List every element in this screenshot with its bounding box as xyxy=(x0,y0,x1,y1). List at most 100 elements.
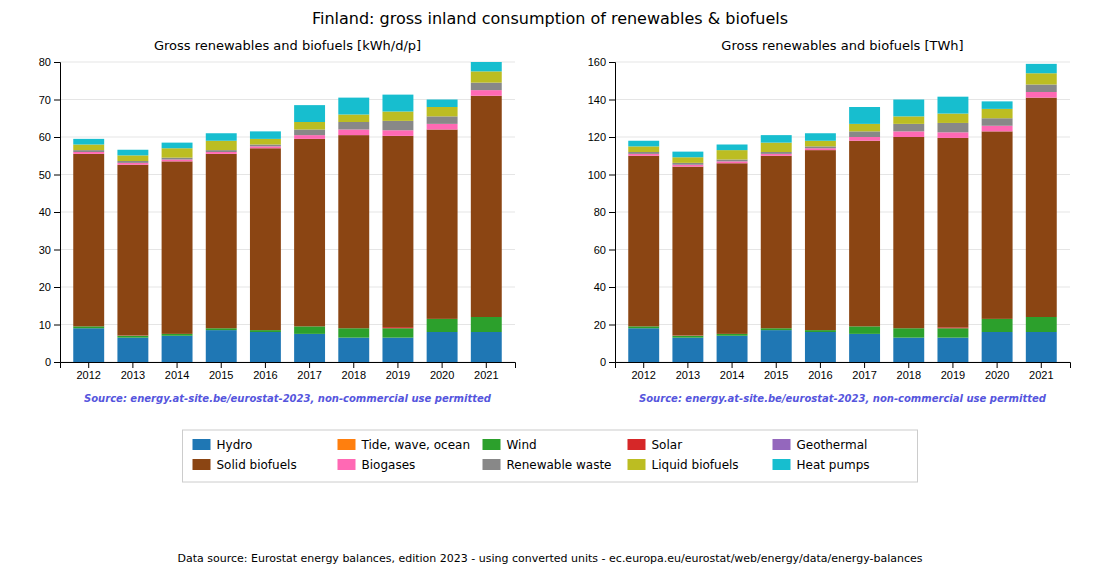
tick: 2017 xyxy=(297,362,321,381)
bar xyxy=(162,334,193,336)
bar xyxy=(73,154,104,327)
bar xyxy=(982,101,1013,109)
bar xyxy=(761,154,792,156)
bar xyxy=(250,332,281,362)
bar xyxy=(162,143,193,149)
bar xyxy=(427,100,458,108)
bar xyxy=(672,163,703,165)
tick: 10 xyxy=(39,319,60,331)
bar xyxy=(805,146,836,148)
tick-mark xyxy=(864,362,865,368)
bar xyxy=(338,122,369,130)
tick-label: 100 xyxy=(588,169,606,181)
series xyxy=(73,71,501,161)
bar xyxy=(761,330,792,362)
bar xyxy=(672,157,703,163)
tick-label: 20 xyxy=(594,319,606,331)
tick-mark xyxy=(54,287,60,288)
legend-label: Solid biofuels xyxy=(217,458,297,472)
tick-label: 70 xyxy=(39,94,51,106)
grid-line xyxy=(615,99,1070,100)
bar xyxy=(338,130,369,136)
tick-mark xyxy=(54,212,60,213)
bar xyxy=(250,148,281,330)
tick-label: 160 xyxy=(588,56,606,68)
bar xyxy=(937,132,968,138)
series xyxy=(73,96,501,336)
bar xyxy=(893,124,924,132)
panel-title: Gross renewables and biofuels [TWh] xyxy=(721,38,963,53)
tick-label: 2018 xyxy=(342,369,366,381)
bar xyxy=(427,332,458,362)
bars xyxy=(73,62,501,362)
series xyxy=(628,64,1056,157)
tick-mark xyxy=(397,362,398,368)
bar xyxy=(849,107,880,124)
bar xyxy=(162,158,193,160)
annotation: Source: energy.at-site.be/eurostat-2023,… xyxy=(84,393,492,404)
bar xyxy=(427,130,458,319)
tick-label: 80 xyxy=(594,206,606,218)
legend-frame xyxy=(183,430,918,482)
bar xyxy=(162,148,193,157)
bar xyxy=(937,138,968,327)
tick-label: 60 xyxy=(594,244,606,256)
tick-label: 0 xyxy=(45,356,51,368)
legend-swatch xyxy=(628,439,646,450)
axis-line xyxy=(61,363,516,369)
tick: 80 xyxy=(594,206,615,218)
tick-mark xyxy=(609,362,615,363)
bar xyxy=(1026,85,1057,93)
annotation: Source: energy.at-site.be/eurostat-2023,… xyxy=(639,393,1047,404)
bar xyxy=(73,152,104,154)
tick-mark xyxy=(643,362,644,368)
bar xyxy=(628,154,659,156)
tick-mark xyxy=(54,100,60,101)
bar xyxy=(717,150,748,159)
tick-mark xyxy=(442,362,443,368)
bar xyxy=(73,328,104,362)
bar xyxy=(338,98,369,115)
bar xyxy=(849,137,880,141)
bar xyxy=(338,338,369,362)
bar xyxy=(672,338,703,362)
tick-label: 20 xyxy=(39,281,51,293)
bar xyxy=(717,160,748,162)
bar xyxy=(717,161,748,163)
legend-swatch xyxy=(483,459,501,470)
tick: 2015 xyxy=(764,362,788,381)
bar xyxy=(427,319,458,332)
bar xyxy=(893,328,924,337)
bar xyxy=(294,139,325,327)
bar xyxy=(805,133,836,141)
tick-label: 30 xyxy=(39,244,51,256)
grid-line xyxy=(615,62,1070,63)
bar xyxy=(893,100,924,117)
tick: 2019 xyxy=(941,362,965,381)
tick-label: 2012 xyxy=(631,369,655,381)
tick-label: 2021 xyxy=(474,369,498,381)
bar xyxy=(162,336,193,362)
legend-swatch xyxy=(773,439,791,450)
series xyxy=(628,73,1056,163)
bar xyxy=(250,131,281,139)
bar xyxy=(471,332,502,362)
tick-label: 0 xyxy=(600,356,606,368)
tick-mark xyxy=(54,175,60,176)
tick: 2013 xyxy=(121,362,145,381)
tick: 2019 xyxy=(386,362,410,381)
legend-swatch xyxy=(338,459,356,470)
bar xyxy=(982,319,1013,332)
bar xyxy=(805,150,836,330)
tick-label: 120 xyxy=(588,131,606,143)
legend-swatch xyxy=(193,459,211,470)
bar xyxy=(382,328,413,337)
bar xyxy=(338,328,369,337)
bar xyxy=(294,122,325,130)
bar xyxy=(117,155,148,161)
bar xyxy=(117,336,148,338)
bar xyxy=(117,163,148,165)
tick-label: 140 xyxy=(588,94,606,106)
bar xyxy=(672,336,703,338)
bar xyxy=(338,115,369,123)
